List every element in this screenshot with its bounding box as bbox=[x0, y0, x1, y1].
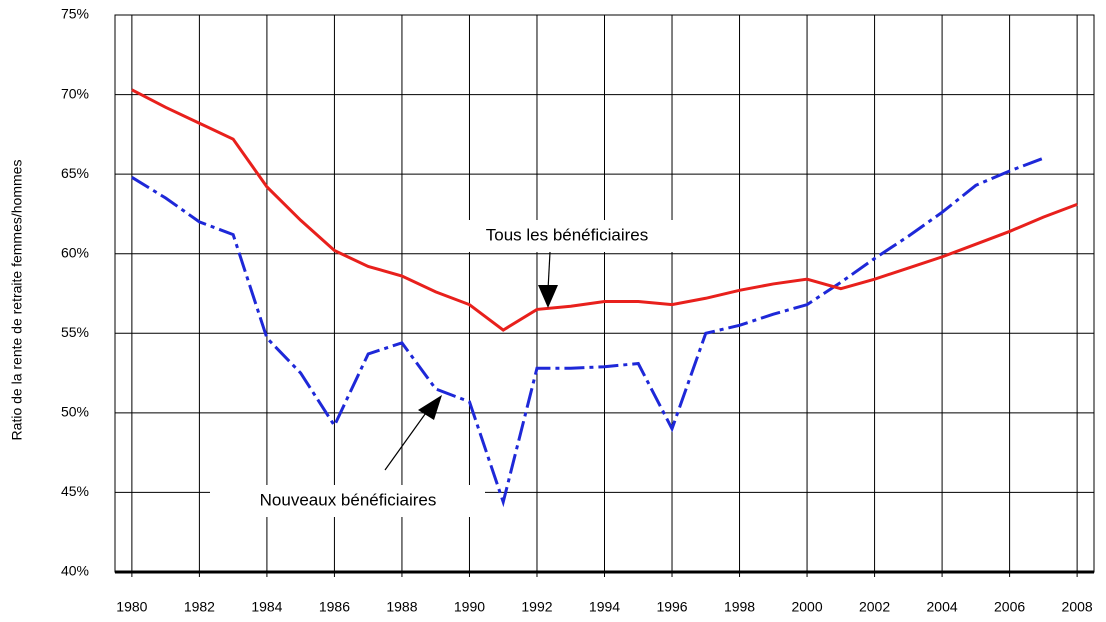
annotation-box bbox=[210, 485, 485, 517]
x-tick-label: 1986 bbox=[319, 599, 350, 615]
y-tick-label: 65% bbox=[61, 165, 89, 181]
y-tick-label: 70% bbox=[61, 85, 89, 101]
x-tick-label: 1996 bbox=[656, 599, 687, 615]
x-tick-label: 1982 bbox=[184, 599, 215, 615]
y-tick-label: 55% bbox=[61, 324, 89, 340]
x-tick-label: 2008 bbox=[1062, 599, 1093, 615]
annotation-box bbox=[455, 220, 680, 252]
annotations: Tous les bénéficiaires Nouveaux bénéfici… bbox=[210, 220, 680, 517]
x-tick-label: 2002 bbox=[859, 599, 890, 615]
x-tick-label: 1990 bbox=[454, 599, 485, 615]
grid: 40% 45% 50% 55% 60% 65% 70% 75% 1980 1982 1984 1986… bbox=[61, 6, 1095, 615]
y-tick-label: 45% bbox=[61, 483, 89, 499]
y-axis-label: Ratio de la rente de retraite femmes/hom… bbox=[9, 160, 25, 441]
arrow-head bbox=[538, 285, 558, 308]
annotation: Tous les bénéficiaires bbox=[486, 225, 649, 244]
arrow-head bbox=[418, 395, 442, 420]
y-tick-label: 50% bbox=[61, 404, 89, 420]
series-line bbox=[131, 156, 1044, 508]
x-tick-label: 1980 bbox=[116, 599, 147, 615]
x-tick-label: 2000 bbox=[791, 599, 822, 615]
y-tick-label: 60% bbox=[61, 244, 89, 260]
x-tick-label: 1992 bbox=[521, 599, 552, 615]
series-line bbox=[131, 88, 1078, 332]
x-tick-label: 1984 bbox=[251, 599, 282, 615]
x-tick-label: 2006 bbox=[994, 599, 1025, 615]
x-tick-label: 1994 bbox=[589, 599, 620, 615]
annotation: Nouveaux bénéficiaires bbox=[260, 490, 437, 509]
y-tick-label: 40% bbox=[61, 563, 89, 579]
x-tick-label: 1998 bbox=[724, 599, 755, 615]
x-tick-label: 2004 bbox=[927, 599, 958, 615]
y-tick-label: 75% bbox=[61, 6, 89, 22]
x-tick-label: 1988 bbox=[386, 599, 417, 615]
arrow bbox=[547, 251, 551, 291]
lines bbox=[131, 88, 1078, 508]
arrow bbox=[384, 409, 429, 471]
